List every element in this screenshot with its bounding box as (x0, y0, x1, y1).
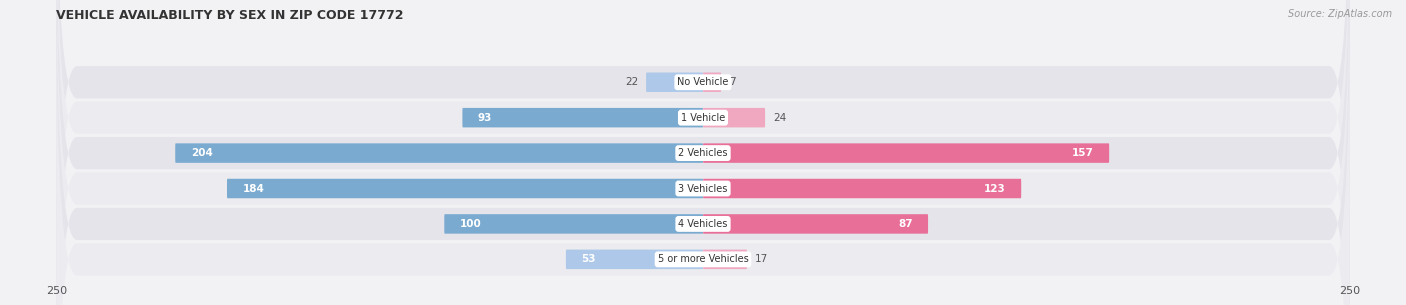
Text: 204: 204 (191, 148, 212, 158)
FancyBboxPatch shape (226, 179, 703, 198)
Text: 184: 184 (242, 184, 264, 193)
FancyBboxPatch shape (56, 0, 1350, 305)
Text: 53: 53 (582, 254, 596, 264)
FancyBboxPatch shape (176, 143, 703, 163)
FancyBboxPatch shape (565, 249, 703, 269)
FancyBboxPatch shape (56, 0, 1350, 305)
Text: 100: 100 (460, 219, 482, 229)
FancyBboxPatch shape (703, 179, 1021, 198)
Text: 24: 24 (773, 113, 786, 123)
FancyBboxPatch shape (703, 108, 765, 127)
Text: 3 Vehicles: 3 Vehicles (678, 184, 728, 193)
FancyBboxPatch shape (444, 214, 703, 234)
FancyBboxPatch shape (56, 0, 1350, 305)
Text: 4 Vehicles: 4 Vehicles (678, 219, 728, 229)
Text: 87: 87 (898, 219, 912, 229)
Text: 93: 93 (478, 113, 492, 123)
FancyBboxPatch shape (703, 143, 1109, 163)
FancyBboxPatch shape (703, 214, 928, 234)
FancyBboxPatch shape (56, 0, 1350, 305)
Text: 17: 17 (755, 254, 768, 264)
FancyBboxPatch shape (463, 108, 703, 127)
Text: 1 Vehicle: 1 Vehicle (681, 113, 725, 123)
Text: 157: 157 (1071, 148, 1094, 158)
Text: 7: 7 (728, 77, 735, 87)
Text: 22: 22 (626, 77, 638, 87)
Text: 2 Vehicles: 2 Vehicles (678, 148, 728, 158)
Text: No Vehicle: No Vehicle (678, 77, 728, 87)
Text: 123: 123 (984, 184, 1005, 193)
FancyBboxPatch shape (647, 73, 703, 92)
FancyBboxPatch shape (56, 0, 1350, 305)
Text: 5 or more Vehicles: 5 or more Vehicles (658, 254, 748, 264)
Text: Source: ZipAtlas.com: Source: ZipAtlas.com (1288, 9, 1392, 19)
Text: VEHICLE AVAILABILITY BY SEX IN ZIP CODE 17772: VEHICLE AVAILABILITY BY SEX IN ZIP CODE … (56, 9, 404, 22)
FancyBboxPatch shape (703, 73, 721, 92)
FancyBboxPatch shape (56, 0, 1350, 305)
FancyBboxPatch shape (703, 249, 747, 269)
